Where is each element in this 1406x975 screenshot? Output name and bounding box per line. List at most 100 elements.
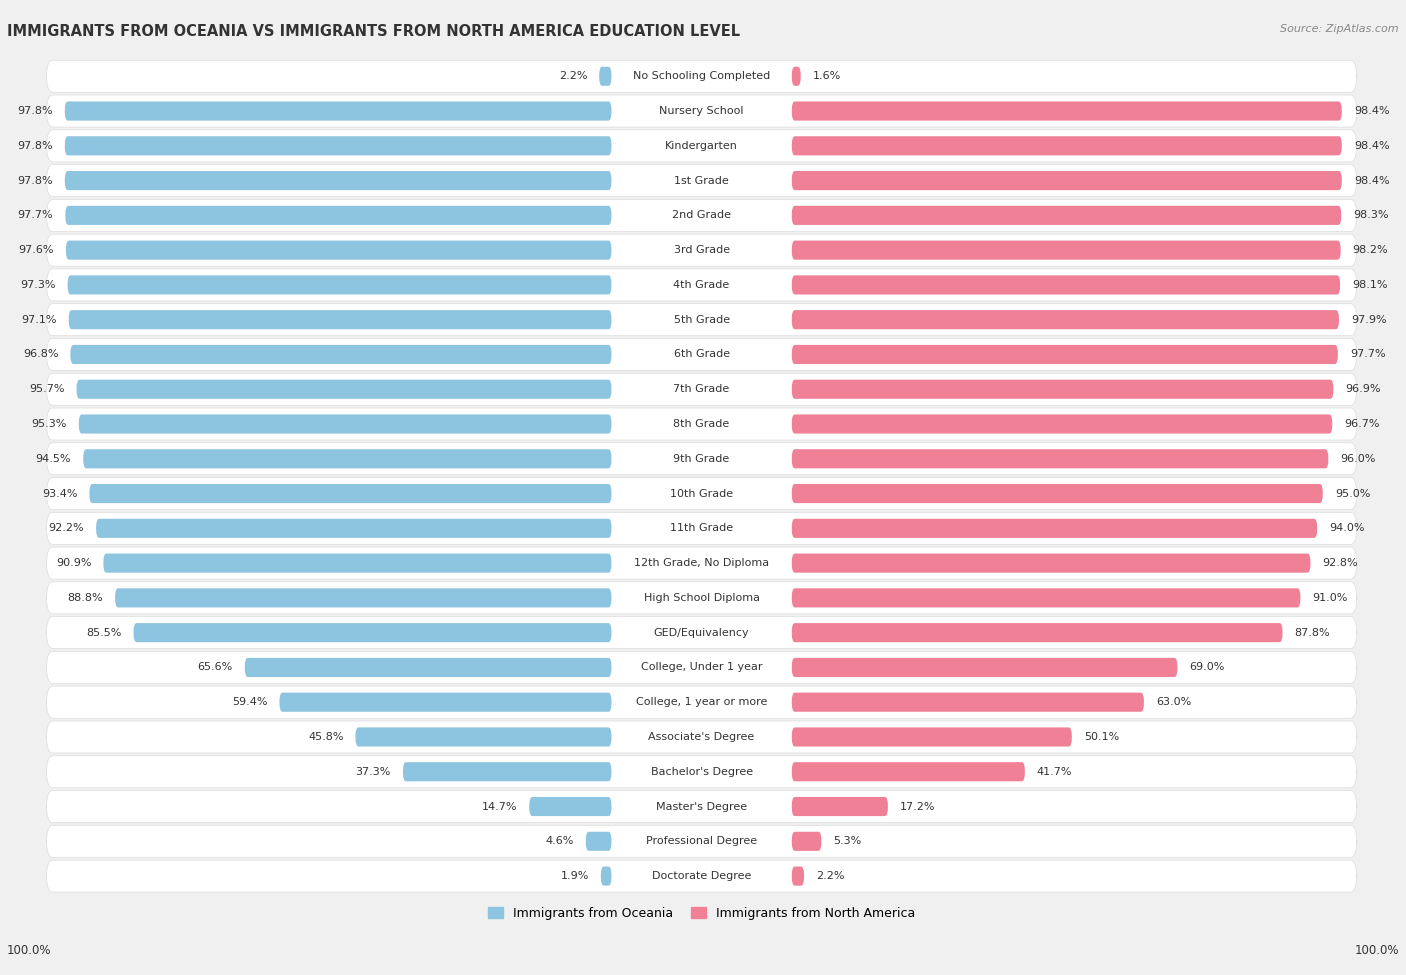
- FancyBboxPatch shape: [792, 588, 1301, 607]
- Text: 97.7%: 97.7%: [18, 211, 53, 220]
- Text: High School Diploma: High School Diploma: [644, 593, 759, 603]
- FancyBboxPatch shape: [65, 171, 612, 190]
- FancyBboxPatch shape: [90, 484, 612, 503]
- Text: 97.9%: 97.9%: [1351, 315, 1386, 325]
- Text: 92.8%: 92.8%: [1323, 558, 1358, 568]
- Text: 95.7%: 95.7%: [30, 384, 65, 394]
- Text: 1.9%: 1.9%: [561, 871, 589, 881]
- FancyBboxPatch shape: [46, 373, 1357, 406]
- Text: 98.3%: 98.3%: [1353, 211, 1389, 220]
- FancyBboxPatch shape: [46, 130, 1357, 162]
- FancyBboxPatch shape: [67, 275, 612, 294]
- FancyBboxPatch shape: [46, 616, 1357, 648]
- Text: 17.2%: 17.2%: [900, 801, 935, 811]
- Text: College, 1 year or more: College, 1 year or more: [636, 697, 768, 707]
- Text: 96.9%: 96.9%: [1346, 384, 1381, 394]
- Text: 96.7%: 96.7%: [1344, 419, 1379, 429]
- FancyBboxPatch shape: [792, 692, 1144, 712]
- Text: 5.3%: 5.3%: [834, 837, 862, 846]
- Text: 1st Grade: 1st Grade: [675, 176, 728, 185]
- FancyBboxPatch shape: [46, 791, 1357, 823]
- FancyBboxPatch shape: [792, 171, 1341, 190]
- FancyBboxPatch shape: [46, 651, 1357, 683]
- Text: 90.9%: 90.9%: [56, 558, 91, 568]
- FancyBboxPatch shape: [46, 686, 1357, 719]
- FancyBboxPatch shape: [46, 338, 1357, 370]
- FancyBboxPatch shape: [46, 95, 1357, 127]
- FancyBboxPatch shape: [792, 832, 821, 851]
- Text: Associate's Degree: Associate's Degree: [648, 732, 755, 742]
- Text: GED/Equivalency: GED/Equivalency: [654, 628, 749, 638]
- Text: 69.0%: 69.0%: [1189, 662, 1225, 673]
- FancyBboxPatch shape: [586, 832, 612, 851]
- FancyBboxPatch shape: [529, 797, 612, 816]
- Text: IMMIGRANTS FROM OCEANIA VS IMMIGRANTS FROM NORTH AMERICA EDUCATION LEVEL: IMMIGRANTS FROM OCEANIA VS IMMIGRANTS FR…: [7, 24, 740, 39]
- FancyBboxPatch shape: [70, 345, 612, 364]
- Text: College, Under 1 year: College, Under 1 year: [641, 662, 762, 673]
- Text: 41.7%: 41.7%: [1036, 766, 1073, 777]
- Text: 97.8%: 97.8%: [17, 140, 53, 151]
- Text: 88.8%: 88.8%: [67, 593, 103, 603]
- Text: 45.8%: 45.8%: [308, 732, 343, 742]
- FancyBboxPatch shape: [69, 310, 612, 330]
- FancyBboxPatch shape: [46, 408, 1357, 440]
- FancyBboxPatch shape: [46, 165, 1357, 197]
- FancyBboxPatch shape: [792, 554, 1310, 572]
- FancyBboxPatch shape: [104, 554, 612, 572]
- FancyBboxPatch shape: [792, 414, 1333, 434]
- Text: 87.8%: 87.8%: [1295, 628, 1330, 638]
- FancyBboxPatch shape: [46, 721, 1357, 753]
- FancyBboxPatch shape: [65, 101, 612, 121]
- Text: 97.7%: 97.7%: [1350, 349, 1385, 360]
- FancyBboxPatch shape: [46, 60, 1357, 93]
- Text: 97.8%: 97.8%: [17, 106, 53, 116]
- FancyBboxPatch shape: [280, 692, 612, 712]
- FancyBboxPatch shape: [792, 101, 1341, 121]
- Text: 98.4%: 98.4%: [1354, 140, 1389, 151]
- FancyBboxPatch shape: [792, 275, 1340, 294]
- FancyBboxPatch shape: [83, 449, 612, 468]
- Text: 5th Grade: 5th Grade: [673, 315, 730, 325]
- Text: 92.2%: 92.2%: [48, 524, 84, 533]
- Text: 2nd Grade: 2nd Grade: [672, 211, 731, 220]
- FancyBboxPatch shape: [792, 623, 1282, 643]
- FancyBboxPatch shape: [792, 658, 1177, 677]
- Text: 98.1%: 98.1%: [1353, 280, 1388, 290]
- Text: 97.3%: 97.3%: [20, 280, 56, 290]
- Text: 98.4%: 98.4%: [1354, 176, 1389, 185]
- Text: 2.2%: 2.2%: [558, 71, 588, 81]
- FancyBboxPatch shape: [792, 449, 1329, 468]
- FancyBboxPatch shape: [46, 269, 1357, 301]
- FancyBboxPatch shape: [792, 379, 1333, 399]
- FancyBboxPatch shape: [792, 867, 804, 885]
- FancyBboxPatch shape: [792, 241, 1341, 259]
- FancyBboxPatch shape: [46, 582, 1357, 614]
- Text: 59.4%: 59.4%: [232, 697, 267, 707]
- Text: 9th Grade: 9th Grade: [673, 453, 730, 464]
- Text: 6th Grade: 6th Grade: [673, 349, 730, 360]
- FancyBboxPatch shape: [115, 588, 612, 607]
- Text: 100.0%: 100.0%: [1354, 944, 1399, 956]
- FancyBboxPatch shape: [404, 762, 612, 781]
- FancyBboxPatch shape: [599, 66, 612, 86]
- Text: 96.0%: 96.0%: [1340, 453, 1375, 464]
- FancyBboxPatch shape: [356, 727, 612, 747]
- FancyBboxPatch shape: [792, 136, 1341, 155]
- Legend: Immigrants from Oceania, Immigrants from North America: Immigrants from Oceania, Immigrants from…: [482, 902, 921, 924]
- Text: 98.4%: 98.4%: [1354, 106, 1389, 116]
- FancyBboxPatch shape: [46, 825, 1357, 857]
- FancyBboxPatch shape: [134, 623, 612, 643]
- FancyBboxPatch shape: [792, 762, 1025, 781]
- FancyBboxPatch shape: [245, 658, 612, 677]
- Text: 1.6%: 1.6%: [813, 71, 841, 81]
- Text: 96.8%: 96.8%: [22, 349, 59, 360]
- FancyBboxPatch shape: [46, 199, 1357, 231]
- FancyBboxPatch shape: [46, 860, 1357, 892]
- FancyBboxPatch shape: [792, 66, 800, 86]
- FancyBboxPatch shape: [76, 379, 612, 399]
- FancyBboxPatch shape: [46, 478, 1357, 510]
- Text: 100.0%: 100.0%: [7, 944, 52, 956]
- FancyBboxPatch shape: [600, 867, 612, 885]
- Text: 63.0%: 63.0%: [1156, 697, 1191, 707]
- FancyBboxPatch shape: [46, 547, 1357, 579]
